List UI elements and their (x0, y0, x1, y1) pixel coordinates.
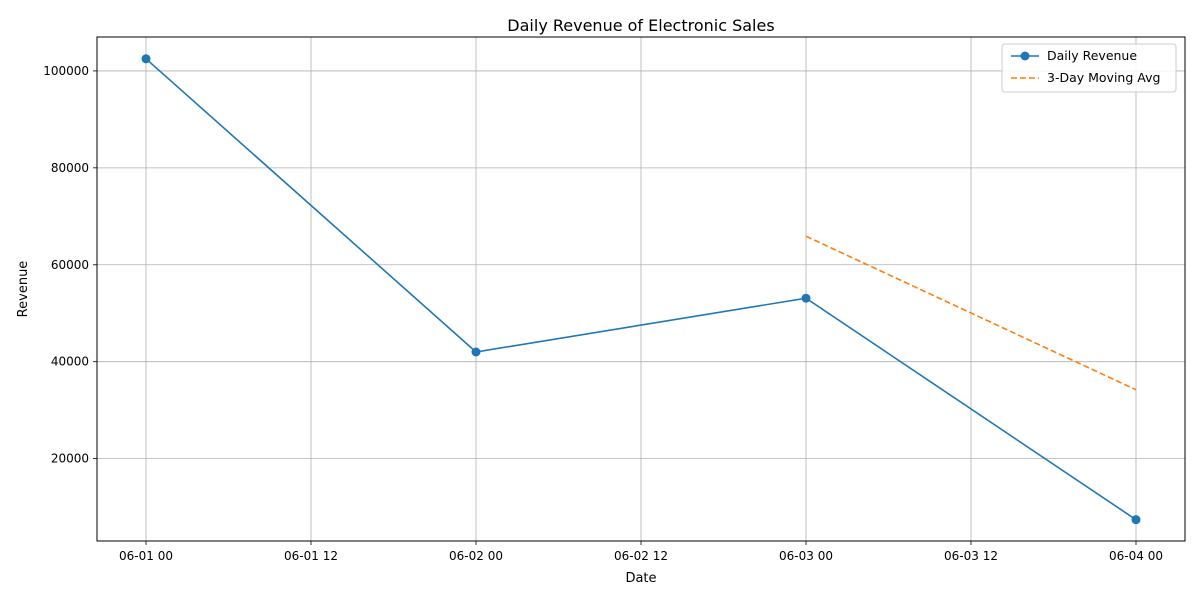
x-tick-label: 06-01 00 (119, 549, 173, 563)
series-line-moving-avg (805, 235, 1137, 391)
x-axis-label: Date (625, 571, 656, 586)
chart-title: Daily Revenue of Electronic Sales (507, 16, 774, 35)
axis-ticks: 06-01 00 06-01 12 06-02 00 06-02 12 06-03 00… (43, 64, 1163, 563)
grid-lines (97, 37, 1185, 541)
legend: Daily Revenue 3-Day Moving Avg (1001, 43, 1177, 93)
y-tick-label: 80000 (51, 161, 89, 175)
legend-marker-daily-revenue (1020, 51, 1030, 61)
x-tick-label: 06-03 12 (944, 549, 998, 563)
x-tick-label: 06-02 12 (614, 549, 668, 563)
legend-frame (1001, 43, 1177, 93)
y-tick-label: 100000 (43, 64, 89, 78)
legend-label-daily-revenue: Daily Revenue (1047, 48, 1137, 63)
x-tick-label: 06-04 00 (1109, 549, 1163, 563)
x-tick-label: 06-03 00 (779, 549, 833, 563)
series-line-daily-revenue (145, 58, 1137, 521)
data-point (801, 293, 811, 303)
x-tick-label: 06-02 00 (449, 549, 503, 563)
data-point (141, 54, 151, 64)
y-axis-label: Revenue (16, 261, 31, 318)
y-tick-label: 60000 (51, 258, 89, 272)
legend-label-moving-avg: 3-Day Moving Avg (1047, 70, 1160, 85)
y-tick-label: 20000 (51, 452, 89, 466)
data-point (1131, 515, 1141, 525)
series-layer (141, 54, 1141, 525)
x-tick-label: 06-01 12 (284, 549, 338, 563)
data-point (471, 347, 481, 357)
y-tick-label: 40000 (51, 355, 89, 369)
